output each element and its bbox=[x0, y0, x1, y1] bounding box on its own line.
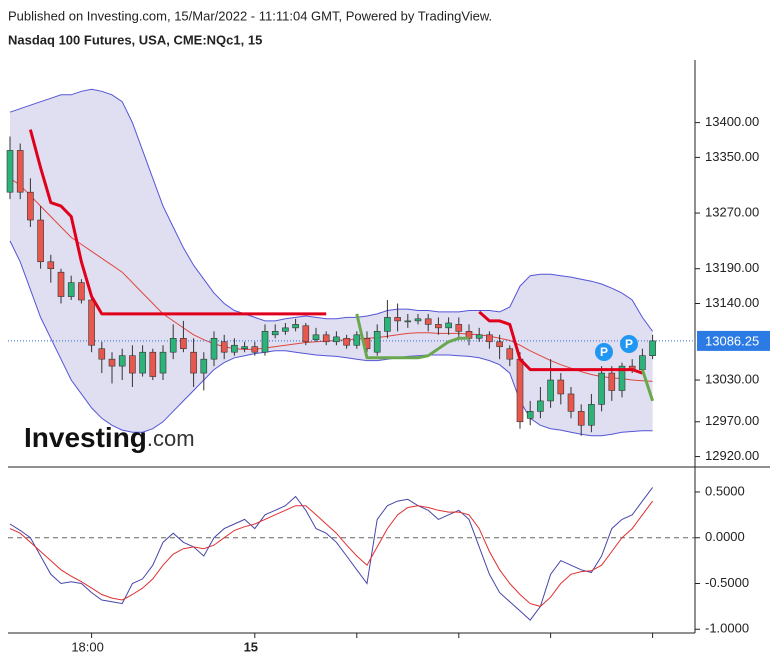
price-box-label: 13086.25 bbox=[705, 333, 759, 348]
candle-body bbox=[445, 322, 452, 329]
candle-body bbox=[108, 358, 116, 367]
candle-body bbox=[292, 324, 299, 329]
candle-body bbox=[394, 317, 401, 322]
candle-body bbox=[47, 261, 55, 270]
candle-body bbox=[169, 337, 177, 353]
y-tick-label: 13030.00 bbox=[705, 371, 759, 386]
candle-body bbox=[333, 336, 340, 343]
candle-body bbox=[639, 355, 646, 370]
logo-main: Investing bbox=[24, 422, 147, 453]
candle-body bbox=[129, 355, 136, 374]
candle-body bbox=[414, 318, 422, 322]
candle-body bbox=[588, 404, 595, 426]
marker-icon bbox=[595, 343, 613, 361]
candle-body bbox=[159, 351, 167, 374]
instrument-title: Nasdaq 100 Futures, USA, CME:NQc1, 15 bbox=[8, 32, 262, 47]
trend-line bbox=[28, 129, 643, 375]
candle-body bbox=[384, 317, 391, 332]
marker-icon bbox=[620, 335, 638, 353]
candle-body bbox=[16, 150, 24, 193]
candle-body bbox=[220, 341, 228, 353]
candle-body bbox=[98, 348, 106, 360]
candle-body bbox=[353, 334, 361, 346]
y-tick-label: -1.0000 bbox=[705, 621, 749, 636]
x-tick-label: 15 bbox=[244, 639, 258, 654]
candle-body bbox=[618, 365, 626, 391]
y-tick-label: 13140.00 bbox=[705, 295, 759, 310]
x-tick-label: 18:00 bbox=[71, 639, 104, 654]
candle-body bbox=[241, 346, 248, 350]
band-line bbox=[9, 240, 653, 437]
y-tick-label: 13400.00 bbox=[705, 114, 759, 129]
candle-body bbox=[27, 191, 34, 221]
candle-body bbox=[37, 219, 44, 263]
y-tick-label: 13270.00 bbox=[705, 204, 759, 219]
candle-body bbox=[200, 358, 208, 374]
candle-body bbox=[526, 411, 534, 419]
oscillator-line bbox=[9, 487, 654, 621]
marker-label: P bbox=[600, 345, 608, 359]
y-tick-label: 12920.00 bbox=[705, 448, 759, 463]
price-box bbox=[697, 330, 770, 351]
trend-line bbox=[355, 313, 655, 402]
candle-body bbox=[516, 358, 524, 423]
candle-body bbox=[424, 318, 432, 325]
candle-body bbox=[373, 331, 381, 353]
candle-body bbox=[496, 341, 503, 347]
published-note: Published on Investing.com, 15/Mar/2022 … bbox=[8, 8, 492, 23]
candle-body bbox=[88, 299, 95, 346]
candle-body bbox=[180, 337, 187, 350]
candle-body bbox=[598, 372, 605, 405]
candle-body bbox=[608, 372, 616, 391]
candle-body bbox=[67, 282, 75, 297]
candle-body bbox=[455, 324, 463, 332]
candle-body bbox=[577, 411, 585, 426]
y-tick-label: 12970.00 bbox=[705, 413, 759, 428]
candle-body bbox=[537, 400, 544, 412]
candle-body bbox=[506, 348, 514, 360]
candle-body bbox=[557, 379, 565, 395]
candle-body bbox=[261, 331, 269, 353]
candle-body bbox=[404, 320, 412, 323]
basis-line bbox=[9, 177, 653, 382]
band-fill bbox=[10, 89, 653, 436]
candle-body bbox=[282, 327, 289, 332]
candle-body bbox=[343, 337, 350, 346]
y-tick-label: 0.0000 bbox=[705, 529, 745, 544]
candle-body bbox=[435, 324, 442, 329]
candle-body bbox=[649, 340, 656, 356]
candle-body bbox=[322, 334, 330, 343]
candle-body bbox=[271, 331, 279, 336]
candle-body bbox=[149, 351, 157, 377]
candle-body bbox=[302, 325, 310, 343]
candle-body bbox=[78, 282, 85, 301]
band-line bbox=[9, 88, 654, 332]
candle-body bbox=[567, 393, 575, 412]
candle-body bbox=[312, 334, 320, 340]
candle-body bbox=[231, 344, 238, 353]
candle-body bbox=[190, 351, 197, 374]
candle-body bbox=[475, 334, 483, 339]
oscillator-line bbox=[9, 500, 654, 607]
candle-body bbox=[251, 346, 259, 353]
candle-body bbox=[118, 355, 126, 367]
candle-body bbox=[210, 337, 218, 360]
logo-suffix: .com bbox=[147, 426, 195, 451]
logo: Investing.com bbox=[24, 422, 195, 453]
y-tick-label: 0.5000 bbox=[705, 483, 745, 498]
candle-body bbox=[6, 150, 14, 193]
candle-body bbox=[139, 351, 146, 374]
marker-label: P bbox=[625, 337, 633, 351]
candle-body bbox=[486, 334, 493, 343]
candle-body bbox=[57, 271, 65, 297]
candle-body bbox=[547, 379, 554, 402]
y-tick-label: 13350.00 bbox=[705, 149, 759, 164]
plot-layer: 13400.00 13350.00 13270.00 13190.00 13140.00… bbox=[6, 88, 770, 654]
y-tick-label: 13190.00 bbox=[705, 260, 759, 275]
y-tick-label: -0.5000 bbox=[705, 575, 749, 590]
